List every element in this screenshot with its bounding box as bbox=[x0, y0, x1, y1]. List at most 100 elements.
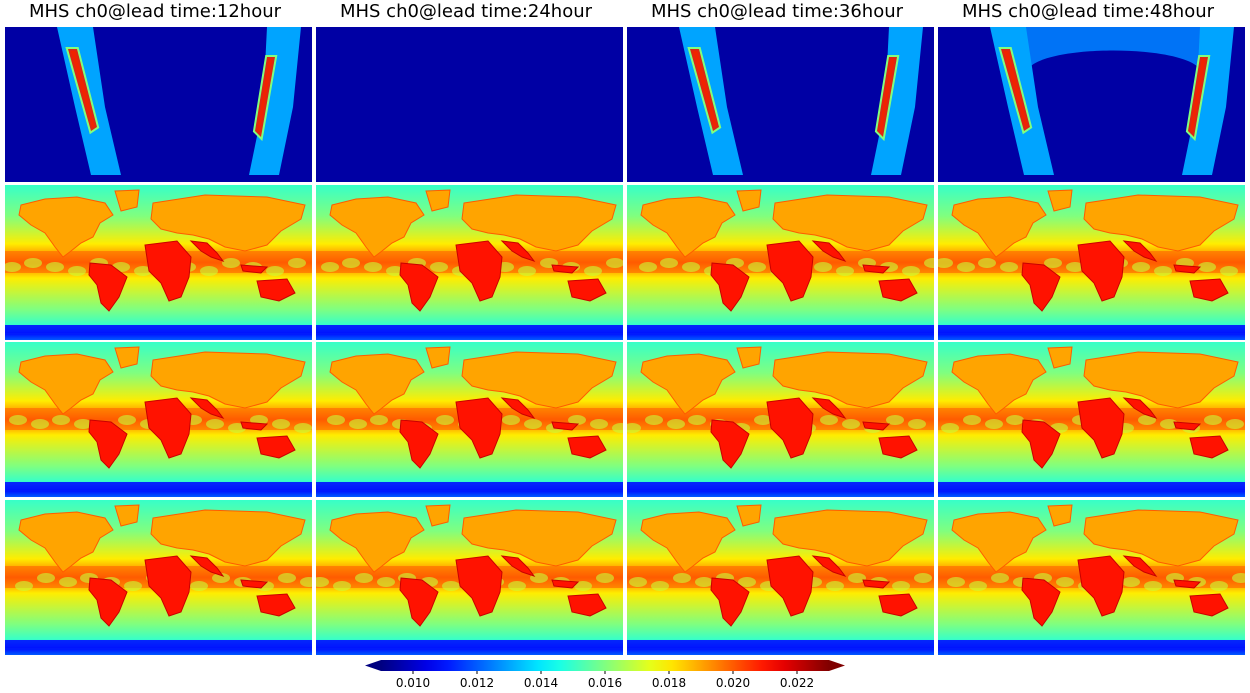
antarctic-strip bbox=[316, 640, 623, 648]
land-north-america bbox=[18, 196, 114, 258]
cloud-streak bbox=[660, 258, 678, 268]
colorbar-gradient bbox=[381, 660, 829, 671]
land-arabia-india bbox=[811, 555, 847, 577]
heatmap-canvas bbox=[316, 185, 623, 340]
heatmap-panel bbox=[627, 500, 934, 655]
heatmap-panel bbox=[316, 500, 623, 655]
cloud-streak bbox=[1204, 415, 1222, 425]
land-eurasia bbox=[772, 194, 928, 252]
cloud-streak bbox=[200, 266, 218, 276]
heatmap-canvas bbox=[5, 27, 312, 182]
land-africa bbox=[1077, 555, 1125, 617]
cloud-streak bbox=[814, 262, 832, 272]
cloud-streak bbox=[68, 266, 86, 276]
land-south-america bbox=[1021, 577, 1061, 627]
heatmap-panel bbox=[627, 27, 934, 182]
heatmap-panel bbox=[938, 342, 1245, 497]
cloud-streak bbox=[963, 415, 981, 425]
cloud-streak bbox=[228, 423, 246, 433]
cloud-streak bbox=[250, 415, 268, 425]
cloud-streak bbox=[748, 262, 766, 272]
cloud-streak bbox=[584, 266, 602, 276]
land-australia bbox=[1189, 278, 1229, 302]
cloud-streak bbox=[118, 415, 136, 425]
heatmap-panel bbox=[938, 185, 1245, 340]
cloud-streak bbox=[908, 419, 926, 429]
cloud-streak bbox=[1056, 577, 1074, 587]
land-greenland bbox=[425, 346, 451, 369]
colorbar-tick-label: 0.016 bbox=[588, 676, 622, 690]
cloud-streak bbox=[31, 419, 49, 429]
land-eurasia bbox=[150, 194, 306, 252]
land-africa bbox=[144, 397, 192, 459]
swath-right-peak bbox=[255, 57, 275, 137]
cloud-streak bbox=[902, 266, 920, 276]
cloud-streak bbox=[294, 423, 312, 433]
cloud-streak bbox=[518, 266, 536, 276]
heatmap-canvas bbox=[316, 500, 623, 655]
cloud-streak bbox=[430, 262, 448, 272]
land-arabia-india bbox=[1122, 555, 1158, 577]
cloud-streak bbox=[941, 423, 959, 433]
land-arabia-india bbox=[189, 240, 225, 262]
land-eurasia bbox=[461, 194, 617, 252]
cloud-streak bbox=[1138, 415, 1156, 425]
cloud-streak bbox=[924, 258, 934, 268]
cloud-streak bbox=[377, 577, 395, 587]
land-greenland bbox=[1047, 346, 1073, 369]
swath-right-peak bbox=[1188, 57, 1208, 137]
land-australia bbox=[567, 593, 607, 617]
heatmap-canvas bbox=[5, 500, 312, 655]
antarctic-strip bbox=[5, 640, 312, 648]
land-greenland bbox=[425, 189, 451, 212]
cloud-streak bbox=[530, 573, 548, 583]
swath-left-peak bbox=[1001, 49, 1030, 131]
cloud-streak bbox=[1000, 262, 1018, 272]
heatmap-panel bbox=[938, 27, 1245, 182]
cloud-streak bbox=[629, 577, 647, 587]
cloud-streak bbox=[969, 581, 987, 591]
land-south-america bbox=[88, 577, 128, 627]
land-africa bbox=[1077, 240, 1125, 302]
land-greenland bbox=[114, 189, 140, 212]
cloud-streak bbox=[938, 258, 953, 268]
heatmap-panel bbox=[5, 500, 312, 655]
antarctic-strip bbox=[316, 482, 623, 490]
land-eurasia bbox=[1083, 509, 1239, 567]
land-north-america bbox=[640, 511, 736, 573]
land-south-america bbox=[88, 419, 128, 469]
cloud-streak bbox=[947, 577, 965, 587]
cloud-streak bbox=[134, 266, 152, 276]
heatmap-canvas bbox=[627, 500, 934, 655]
heatmap-canvas bbox=[627, 342, 934, 497]
land-north-america bbox=[640, 353, 736, 415]
land-eurasia bbox=[1083, 351, 1239, 409]
cloud-streak bbox=[272, 419, 290, 429]
heatmap-panel bbox=[5, 342, 312, 497]
cloud-streak bbox=[673, 573, 691, 583]
cloud-streak bbox=[321, 262, 339, 272]
land-australia bbox=[878, 435, 918, 459]
land-indonesia bbox=[1173, 579, 1202, 589]
cloud-streak bbox=[355, 573, 373, 583]
heatmap-panel bbox=[627, 185, 934, 340]
land-indonesia bbox=[551, 421, 580, 431]
cloud-streak bbox=[502, 415, 520, 425]
land-arabia-india bbox=[189, 397, 225, 419]
cloud-streak bbox=[386, 266, 404, 276]
land-indonesia bbox=[862, 264, 891, 274]
cloud-streak bbox=[508, 581, 526, 591]
cloud-streak bbox=[754, 415, 772, 425]
cloud-streak bbox=[1210, 581, 1228, 591]
column-title-48h: MHS ch0@lead time:48hour bbox=[961, 1, 1215, 22]
land-south-america bbox=[710, 577, 750, 627]
heatmap-canvas bbox=[938, 342, 1245, 497]
land-greenland bbox=[114, 346, 140, 369]
cloud-streak bbox=[333, 581, 351, 591]
land-indonesia bbox=[1173, 421, 1202, 431]
land-australia bbox=[256, 593, 296, 617]
cloud-streak bbox=[442, 581, 460, 591]
cloud-streak bbox=[266, 266, 284, 276]
land-arabia-india bbox=[500, 397, 536, 419]
cloud-streak bbox=[596, 573, 614, 583]
